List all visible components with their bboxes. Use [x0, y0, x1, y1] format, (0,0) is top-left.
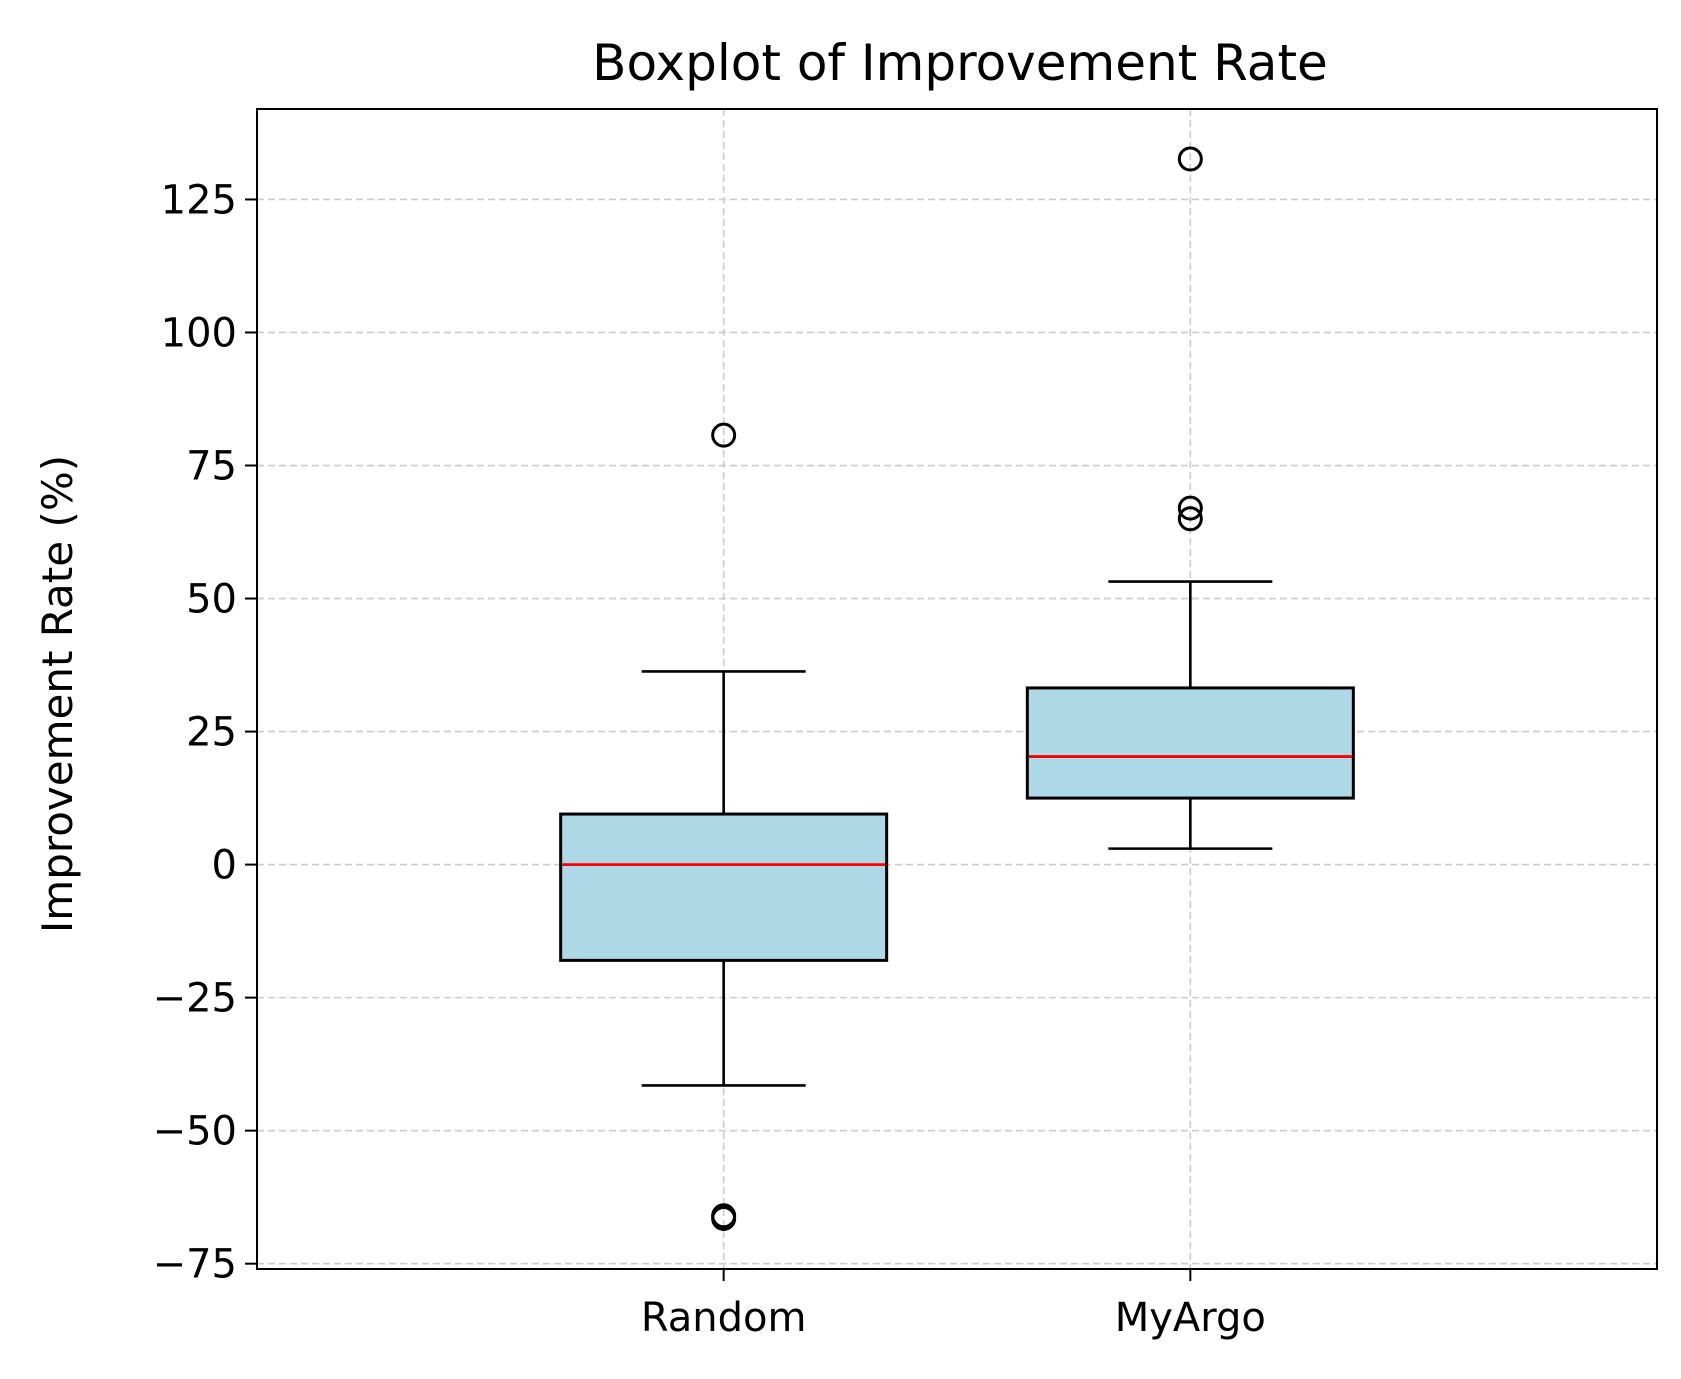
outlier-myargo [1177, 495, 1203, 521]
outlier-random [711, 422, 737, 448]
y-axis-label: Improvement Rate (%) [33, 455, 82, 933]
x-tick-label: MyArgo [1115, 1295, 1266, 1341]
outlier-myargo [1177, 146, 1203, 172]
chart-title: Boxplot of Improvement Rate [592, 34, 1328, 92]
y-tick-label: 75 [186, 444, 237, 490]
box-myargo [1025, 686, 1355, 800]
axis-ticks: −75 −50 −25 0 25 50 75 100 125 Random MyArgo [153, 177, 1266, 1341]
y-tick-label: −75 [153, 1242, 237, 1288]
box-series [559, 146, 1355, 1231]
y-tick-label: 0 [212, 843, 237, 889]
y-tick-label: 100 [161, 310, 237, 356]
y-tick-label: 125 [161, 177, 237, 223]
x-tick-label: Random [641, 1295, 807, 1341]
grid-lines [257, 109, 1657, 1269]
y-tick-label: −25 [153, 976, 237, 1022]
y-tick-label: 50 [186, 577, 237, 623]
y-tick-label: 25 [186, 710, 237, 756]
y-tick-label: −50 [153, 1109, 237, 1155]
outlier-myargo [1177, 506, 1203, 532]
outlier-random [711, 1205, 737, 1231]
plot-frame [256, 108, 1658, 1270]
box-random [559, 812, 889, 962]
